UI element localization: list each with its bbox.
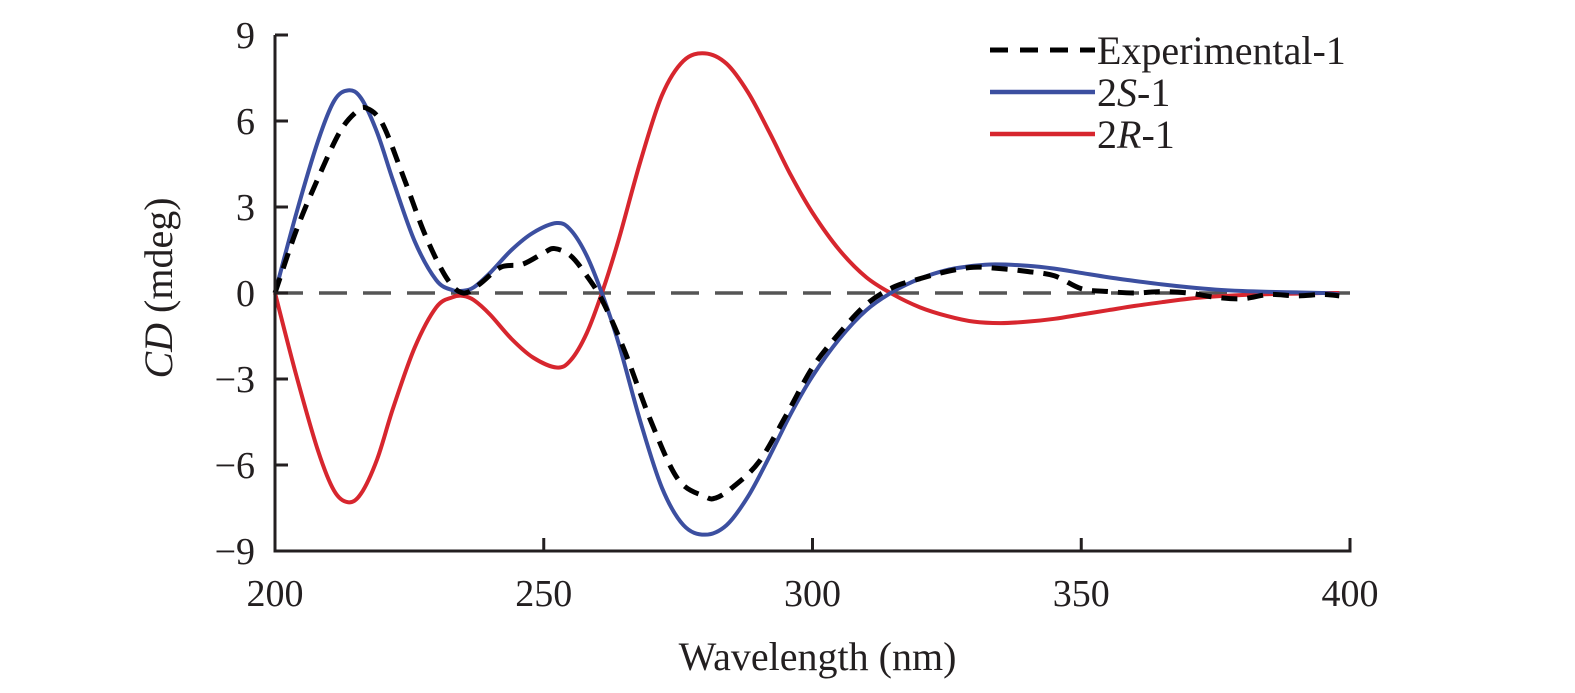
x-tick-label: 250 xyxy=(515,573,572,615)
y-axis-title-unit: (mdeg) xyxy=(136,197,181,323)
series-line-2s-1 xyxy=(273,88,1340,537)
y-tick-label: −3 xyxy=(215,359,255,401)
legend-label: Experimental-1 xyxy=(1097,28,1346,73)
legend-item: 2S-1 xyxy=(990,70,1170,115)
x-axis-title: Wavelength (nm) xyxy=(679,634,957,679)
legend-label: 2S-1 xyxy=(1097,70,1170,115)
y-tick-label: 0 xyxy=(236,273,255,315)
y-tick-label: −9 xyxy=(215,531,255,573)
series-line-2r-1 xyxy=(273,51,1340,505)
legend: Experimental-12S-12R-1 xyxy=(990,28,1346,157)
legend-item: 2R-1 xyxy=(990,112,1175,157)
y-tick-label: 6 xyxy=(236,101,255,143)
x-tick-label: 400 xyxy=(1322,573,1379,615)
y-axis-title: CD (mdeg) xyxy=(136,197,181,378)
y-axis-title-italic: CD xyxy=(136,323,181,379)
x-tick-label: 300 xyxy=(784,573,841,615)
y-tick-label: 3 xyxy=(236,187,255,229)
x-tick-label: 200 xyxy=(247,573,304,615)
legend-item: Experimental-1 xyxy=(990,28,1346,73)
plot-lines xyxy=(272,51,1350,537)
y-tick-label: −6 xyxy=(215,445,255,487)
series-line-experimental-1 xyxy=(272,104,1340,502)
legend-label: 2R-1 xyxy=(1097,112,1175,157)
x-tick-label: 350 xyxy=(1053,573,1110,615)
ticks: −9 −6 −3 0 3 6 9 200 250 300 350 400 xyxy=(215,15,1379,615)
y-tick-label: 9 xyxy=(236,15,255,57)
